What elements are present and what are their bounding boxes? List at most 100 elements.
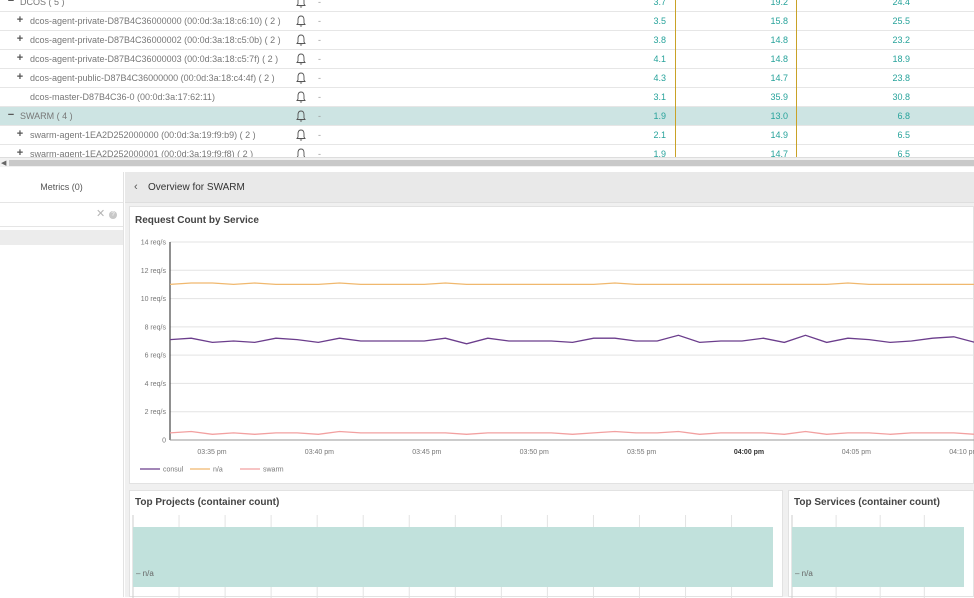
request-count-chart: 0 2 req/s 4 req/s 6 req/s 8 req/s 10 req/s 12 … <box>140 240 974 474</box>
collapse-icon[interactable]: − <box>7 0 15 7</box>
y-tick-label: 8 req/s <box>145 324 167 331</box>
bar <box>133 527 773 587</box>
expand-icon[interactable]: + <box>16 14 24 26</box>
metrics-search-input[interactable] <box>0 206 90 223</box>
x-tick-label: 03:55 pm <box>627 449 656 456</box>
series-line-consul <box>169 334 974 345</box>
bell-icon[interactable] <box>295 33 307 47</box>
row-metric-3: 25.5 <box>892 16 910 26</box>
expand-icon[interactable]: + <box>16 128 24 140</box>
top-services-card: Top Services (container count) – n/a <box>788 490 974 598</box>
bell-icon[interactable] <box>295 71 307 85</box>
row-metric-1: 1.9 <box>653 149 666 157</box>
bar <box>792 527 964 587</box>
table-row[interactable]: + dcos-agent-public-D87B4C36000000 (00:0d… <box>0 69 974 88</box>
table-row[interactable]: + dcos-agent-private-D87B4C36000000 (00:0… <box>0 12 974 31</box>
y-tick-label: 4 req/s <box>145 381 167 388</box>
table-row[interactable]: + dcos-agent-private-D87B4C36000002 (00:0… <box>0 31 974 50</box>
row-metric-3: 24.4 <box>892 0 910 7</box>
row-name: dcos-agent-private-D87B4C36000003 (00:0d… <box>30 54 279 64</box>
collapse-icon[interactable]: − <box>7 109 15 121</box>
row-name: dcos-master-D87B4C36-0 (00:0d:3a:17:62:1… <box>30 92 215 102</box>
y-tick-label: 14 req/s <box>141 240 167 247</box>
top-services-title: Top Services (container count) <box>794 497 940 508</box>
page-title: Overview for SWARM <box>148 182 245 193</box>
request-count-card: Request Count by Service 0 2 req/s 4 req/s… <box>129 206 974 484</box>
row-status: - <box>318 130 321 140</box>
row-metric-2: 19.2 <box>770 0 788 7</box>
expand-icon[interactable]: + <box>16 33 24 45</box>
row-metric-1: 2.1 <box>653 130 666 140</box>
bell-icon[interactable] <box>295 128 307 142</box>
x-tick-label: 03:40 pm <box>305 449 334 456</box>
scrollbar-thumb[interactable] <box>9 160 974 166</box>
x-tick-label: 03:45 pm <box>412 449 441 456</box>
row-metric-3: 18.9 <box>892 54 910 64</box>
table-row[interactable]: − SWARM ( 4 ) - 1.9 13.0 6.8 <box>0 107 974 126</box>
top-projects-chart: – n/a <box>132 515 773 598</box>
chart-title: Request Count by Service <box>135 215 259 226</box>
horizontal-scrollbar[interactable]: ◀ <box>0 157 974 167</box>
row-metric-2: 14.8 <box>770 54 788 64</box>
series-line-na <box>169 282 974 286</box>
table-row[interactable]: − DCOS ( 5 ) - 3.7 19.2 24.4 <box>0 0 974 12</box>
bell-icon[interactable] <box>295 109 307 123</box>
row-metric-2: 13.0 <box>770 111 788 121</box>
tab-metrics[interactable]: Metrics (0) <box>0 172 123 203</box>
x-tick-label: 04:00 pm <box>734 449 764 456</box>
top-services-chart: – n/a <box>791 515 964 598</box>
bell-icon[interactable] <box>295 52 307 66</box>
host-table: − DCOS ( 5 ) -3.7 19.2 24.4 + dcos-agent-priva… <box>0 0 974 157</box>
row-name: swarm-agent-1EA2D252000000 (00:0d:3a:19:… <box>30 130 256 140</box>
row-status: - <box>318 16 321 26</box>
metrics-panel: Metrics (0) ✕ ? <box>0 172 124 597</box>
row-status: - <box>318 92 321 102</box>
row-status: - <box>318 35 321 45</box>
row-metric-3: 6.5 <box>897 149 910 157</box>
top-projects-title: Top Projects (container count) <box>135 497 280 508</box>
x-tick-label: 04:05 pm <box>842 449 871 456</box>
bell-icon[interactable] <box>295 90 307 104</box>
row-metric-3: 30.8 <box>892 92 910 102</box>
row-metric-3: 6.8 <box>897 111 910 121</box>
row-metric-1: 3.1 <box>653 92 666 102</box>
row-metric-2: 14.9 <box>770 130 788 140</box>
expand-icon[interactable]: + <box>16 52 24 64</box>
expand-icon[interactable]: + <box>16 147 24 158</box>
row-name: DCOS ( 5 ) <box>20 0 65 7</box>
table-row[interactable]: + dcos-agent-private-D87B4C36000003 (00:0… <box>0 50 974 69</box>
row-metric-3: 23.8 <box>892 73 910 83</box>
row-metric-2: 35.9 <box>770 92 788 102</box>
row-status: - <box>318 54 321 64</box>
help-icon[interactable]: ? <box>109 211 117 219</box>
expand-icon[interactable]: + <box>16 71 24 83</box>
bell-icon[interactable] <box>295 14 307 28</box>
y-tick-label: 0 <box>162 438 166 445</box>
y-tick-label: 2 req/s <box>145 409 167 416</box>
bar-category-label: – n/a <box>136 569 154 578</box>
row-metric-1: 3.8 <box>653 35 666 45</box>
clear-icon[interactable]: ✕ <box>96 208 106 220</box>
back-icon[interactable]: ‹ <box>134 181 138 193</box>
row-metric-1: 3.7 <box>653 0 666 7</box>
scroll-left-icon[interactable]: ◀ <box>1 160 7 167</box>
bell-icon[interactable] <box>295 147 307 157</box>
table-row[interactable]: dcos-master-D87B4C36-0 (00:0d:3a:17:62:1… <box>0 88 974 107</box>
row-metric-3: 6.5 <box>897 130 910 140</box>
row-status: - <box>318 149 321 157</box>
row-metric-1: 1.9 <box>653 111 666 121</box>
metric-list-item[interactable] <box>0 230 123 245</box>
row-status: - <box>318 111 321 121</box>
y-tick-label: 12 req/s <box>141 268 167 275</box>
row-status: - <box>318 73 321 83</box>
row-name: dcos-agent-private-D87B4C36000000 (00:0d… <box>30 16 281 26</box>
row-metric-1: 4.1 <box>653 54 666 64</box>
legend-label: n/a <box>213 467 223 474</box>
row-metric-3: 23.2 <box>892 35 910 45</box>
table-row[interactable]: + swarm-agent-1EA2D252000001 (00:0d:3a:19… <box>0 145 974 157</box>
table-row[interactable]: + swarm-agent-1EA2D252000000 (00:0d:3a:19… <box>0 126 974 145</box>
row-name: dcos-agent-public-D87B4C36000000 (00:0d:… <box>30 73 275 83</box>
x-tick-label: 04:10 pm <box>949 449 974 456</box>
bell-icon[interactable] <box>295 0 307 9</box>
row-metric-2: 15.8 <box>770 16 788 26</box>
